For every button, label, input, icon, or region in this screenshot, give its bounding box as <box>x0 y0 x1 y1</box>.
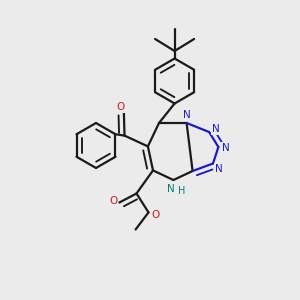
Text: N: N <box>214 164 222 174</box>
Text: N: N <box>183 110 190 121</box>
Text: N: N <box>222 142 230 153</box>
Text: H: H <box>178 185 185 196</box>
Text: N: N <box>212 124 220 134</box>
Text: O: O <box>151 210 159 220</box>
Text: O: O <box>109 196 118 206</box>
Text: O: O <box>117 102 125 112</box>
Text: N: N <box>167 184 174 194</box>
